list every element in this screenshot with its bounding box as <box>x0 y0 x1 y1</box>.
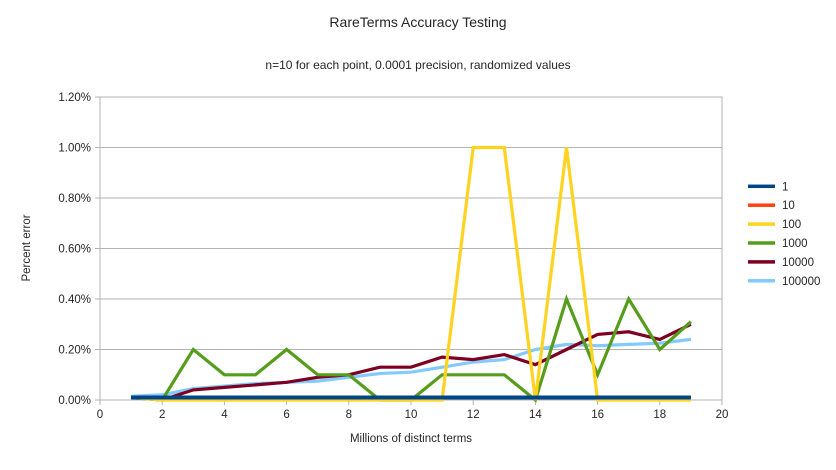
y-tick-label: 1.00% <box>58 143 91 155</box>
x-tick-label: 20 <box>716 409 729 421</box>
x-tick-label: 12 <box>467 409 480 421</box>
legend-label-1000: 1000 <box>782 238 808 250</box>
legend-swatch-10000 <box>748 260 775 264</box>
legend-swatch-100000 <box>748 279 775 283</box>
x-tick-label: 14 <box>529 409 542 421</box>
series-line-10000 <box>130 322 692 402</box>
x-tick-label: 4 <box>221 409 228 421</box>
legend-label-10: 10 <box>782 200 795 212</box>
legend-swatch-10 <box>748 203 775 207</box>
y-tick-label: 0.20% <box>58 345 91 357</box>
x-axis-title: Millions of distinct terms <box>349 433 473 445</box>
x-tick-label: 6 <box>283 409 289 421</box>
legend-label-10000: 10000 <box>782 257 814 269</box>
y-tick-label: 0.00% <box>58 395 91 407</box>
legend-swatch-1 <box>748 184 775 189</box>
series-line-100 <box>130 145 691 402</box>
legend-swatch-100 <box>748 222 775 226</box>
x-tick-label: 8 <box>346 409 352 421</box>
legend-label-100: 100 <box>782 219 801 231</box>
chart-subtitle: n=10 for each point, 0.0001 precision, r… <box>265 58 571 72</box>
y-tick-label: 0.80% <box>58 193 91 205</box>
x-tick-label: 16 <box>591 409 604 421</box>
chart-title: RareTerms Accuracy Testing <box>329 14 507 30</box>
x-tick-label: 18 <box>653 409 666 421</box>
legend-label-100000: 100000 <box>782 276 820 288</box>
x-tick-label: 2 <box>159 409 165 421</box>
legend-label-1: 1 <box>782 181 788 193</box>
y-tick-label: 1.20% <box>58 92 91 104</box>
y-tick-label: 0.40% <box>58 294 91 306</box>
x-tick-label: 10 <box>405 409 418 421</box>
x-tick-label: 0 <box>97 409 103 421</box>
legend-swatch-1000 <box>748 241 775 245</box>
y-tick-label: 0.60% <box>58 244 91 256</box>
